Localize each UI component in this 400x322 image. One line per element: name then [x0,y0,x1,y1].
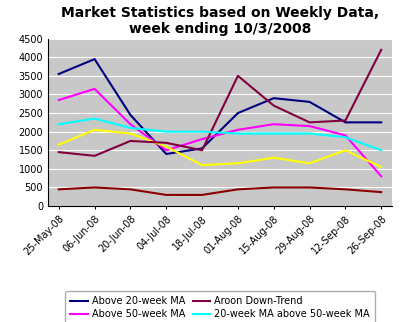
Above 50-week MA [271,122,276,126]
20-week MA above 50-week MA [56,122,61,126]
Above 20-week MA [200,147,204,150]
Chaikin Money Flow [56,187,61,191]
Aroon Up-Trend [236,161,240,165]
Aroon Down-Trend [343,118,348,122]
Above 50-week MA [307,124,312,128]
Above 50-week MA [92,87,97,91]
Aroon Down-Trend [307,120,312,124]
20-week MA above 50-week MA [307,132,312,136]
Line: Chaikin Money Flow: Chaikin Money Flow [59,187,381,195]
Aroon Down-Trend [56,150,61,154]
Aroon Up-Trend [343,148,348,152]
Aroon Down-Trend [379,48,384,52]
20-week MA above 50-week MA [200,130,204,134]
Title: Market Statistics based on Weekly Data,
week ending 10/3/2008: Market Statistics based on Weekly Data, … [61,6,379,36]
Above 20-week MA [343,120,348,124]
Above 50-week MA [128,122,133,126]
Chaikin Money Flow [271,185,276,189]
Aroon Up-Trend [379,165,384,169]
Aroon Down-Trend [128,139,133,143]
Line: Above 50-week MA: Above 50-week MA [59,89,381,176]
Aroon Down-Trend [271,104,276,108]
Above 50-week MA [379,175,384,178]
Chaikin Money Flow [343,187,348,191]
Aroon Up-Trend [92,128,97,132]
Line: Aroon Down-Trend: Aroon Down-Trend [59,50,381,156]
Line: Aroon Up-Trend: Aroon Up-Trend [59,130,381,167]
Above 20-week MA [56,72,61,76]
Aroon Down-Trend [92,154,97,158]
20-week MA above 50-week MA [271,132,276,136]
Above 20-week MA [164,152,169,156]
Line: Above 20-week MA: Above 20-week MA [59,59,381,154]
Above 50-week MA [343,133,348,137]
Above 20-week MA [236,111,240,115]
Aroon Up-Trend [307,161,312,165]
20-week MA above 50-week MA [379,148,384,152]
Legend: Above 20-week MA, Above 50-week MA, Aroon Up-Trend, Aroon Down-Trend, 20-week MA: Above 20-week MA, Above 50-week MA, Aroo… [65,291,375,322]
20-week MA above 50-week MA [128,126,133,130]
Aroon Up-Trend [271,156,276,160]
Above 50-week MA [200,137,204,141]
Aroon Down-Trend [200,148,204,152]
Line: 20-week MA above 50-week MA: 20-week MA above 50-week MA [59,118,381,150]
Chaikin Money Flow [236,187,240,191]
Above 20-week MA [271,96,276,100]
Aroon Up-Trend [128,132,133,136]
Above 50-week MA [164,148,169,152]
Chaikin Money Flow [128,187,133,191]
Above 20-week MA [128,113,133,117]
20-week MA above 50-week MA [92,117,97,120]
Aroon Up-Trend [200,163,204,167]
Above 20-week MA [92,57,97,61]
Chaikin Money Flow [200,193,204,197]
Chaikin Money Flow [307,185,312,189]
20-week MA above 50-week MA [236,132,240,136]
Above 20-week MA [307,100,312,104]
Chaikin Money Flow [164,193,169,197]
Above 50-week MA [236,128,240,132]
20-week MA above 50-week MA [164,130,169,134]
20-week MA above 50-week MA [343,135,348,139]
Above 20-week MA [379,120,384,124]
Aroon Down-Trend [164,141,169,145]
Above 50-week MA [56,98,61,102]
Aroon Up-Trend [164,145,169,148]
Aroon Up-Trend [56,143,61,147]
Chaikin Money Flow [92,185,97,189]
Chaikin Money Flow [379,190,384,194]
Aroon Down-Trend [236,74,240,78]
